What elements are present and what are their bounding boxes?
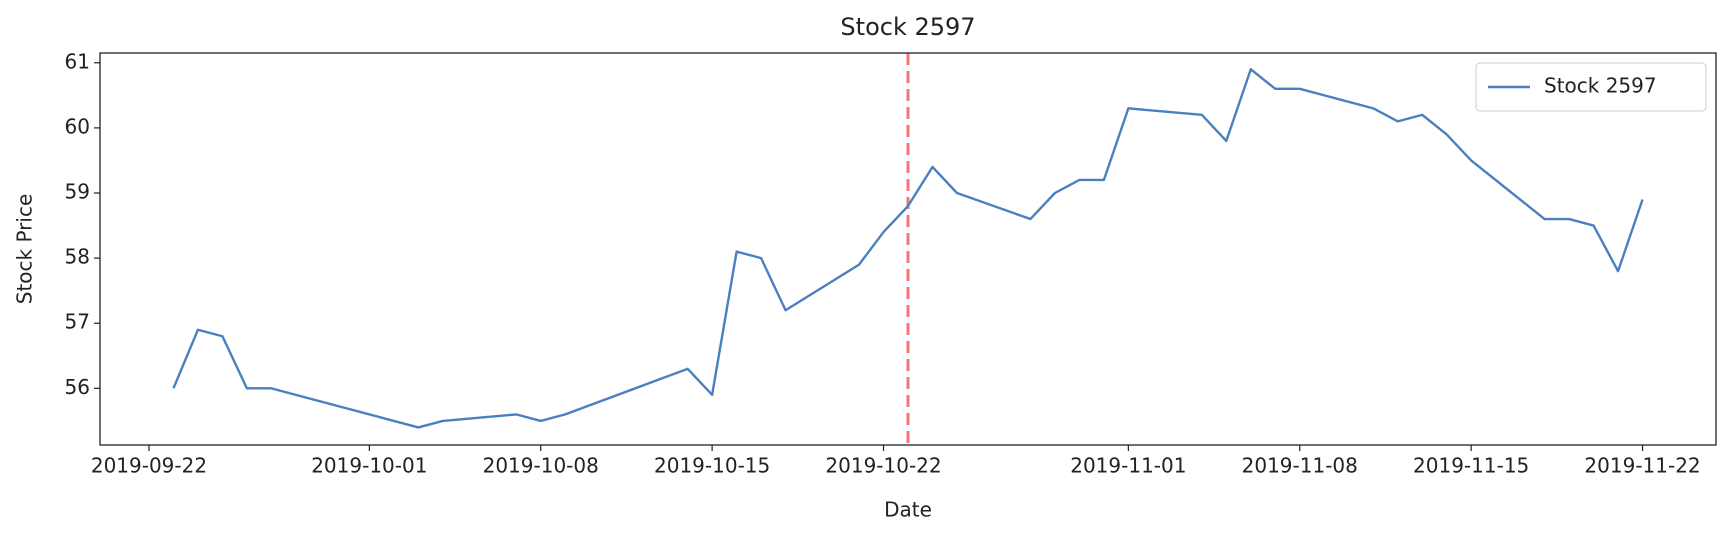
- x-tick-label: 2019-11-15: [1413, 454, 1529, 478]
- plot-frame: [99, 52, 1717, 446]
- x-axis-label: Date: [884, 498, 932, 522]
- x-tick-label: 2019-10-22: [825, 454, 941, 478]
- y-tick-label: 60: [65, 114, 90, 138]
- x-tick-label: 2019-11-01: [1070, 454, 1186, 478]
- chart-title: Stock 2597: [840, 13, 975, 41]
- y-tick-label: 57: [65, 310, 90, 334]
- x-tick-label: 2019-09-22: [91, 454, 207, 478]
- x-tick-label: 2019-10-01: [311, 454, 427, 478]
- series-line: [172, 68, 1644, 429]
- y-axis-label: Stock Price: [13, 194, 37, 305]
- x-tick-label: 2019-11-08: [1242, 454, 1358, 478]
- y-tick-label: 59: [65, 180, 90, 204]
- x-tick-label: 2019-10-15: [654, 454, 770, 478]
- legend-box: [1475, 62, 1707, 112]
- x-tick-label: 2019-11-22: [1584, 454, 1700, 478]
- y-tick-label: 61: [65, 49, 90, 73]
- y-tick-label: 58: [65, 245, 90, 269]
- legend-label: Stock 2597: [1544, 74, 1657, 98]
- y-tick-label: 56: [65, 375, 90, 399]
- x-tick-label: 2019-10-08: [483, 454, 599, 478]
